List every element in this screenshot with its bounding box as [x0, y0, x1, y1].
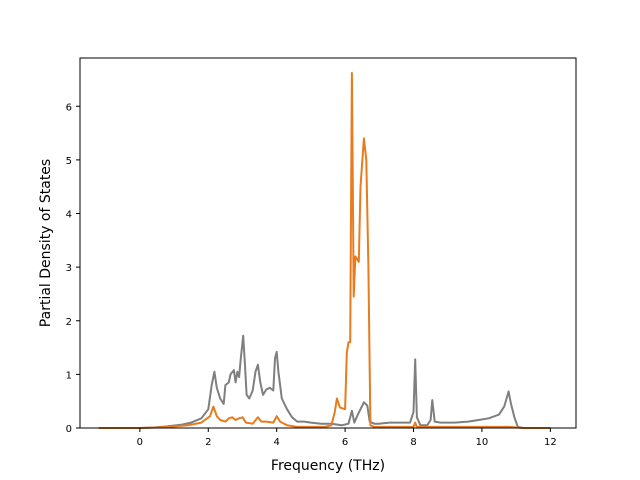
y-tick-label: 2 — [66, 317, 72, 328]
series-line-2 — [98, 72, 551, 429]
y-tick-label: 5 — [66, 156, 72, 167]
plot-frame — [79, 57, 577, 429]
x-tick-label: 4 — [274, 437, 280, 448]
x-tick-label: 12 — [544, 437, 557, 448]
y-tick-label: 0 — [66, 424, 72, 435]
y-tick-label: 3 — [66, 263, 72, 274]
x-axis-title: Frequency (THz) — [271, 458, 385, 474]
y-tick-label: 6 — [66, 102, 72, 113]
y-tick-label: 4 — [66, 210, 72, 221]
y-axis-ticks: 0 1 2 3 4 5 6 — [66, 102, 80, 435]
y-axis-title: Partial Density of States — [38, 159, 54, 327]
x-tick-label: 2 — [205, 437, 211, 448]
x-tick-label: 6 — [342, 437, 348, 448]
x-tick-label: 0 — [137, 437, 143, 448]
x-axis-ticks: 0 2 4 6 8 10 12 — [137, 428, 557, 448]
x-tick-label: 10 — [476, 437, 489, 448]
series-line-1 — [98, 334, 551, 429]
y-tick-label: 1 — [66, 370, 72, 381]
series-layer — [98, 72, 551, 429]
x-tick-label: 8 — [410, 437, 416, 448]
